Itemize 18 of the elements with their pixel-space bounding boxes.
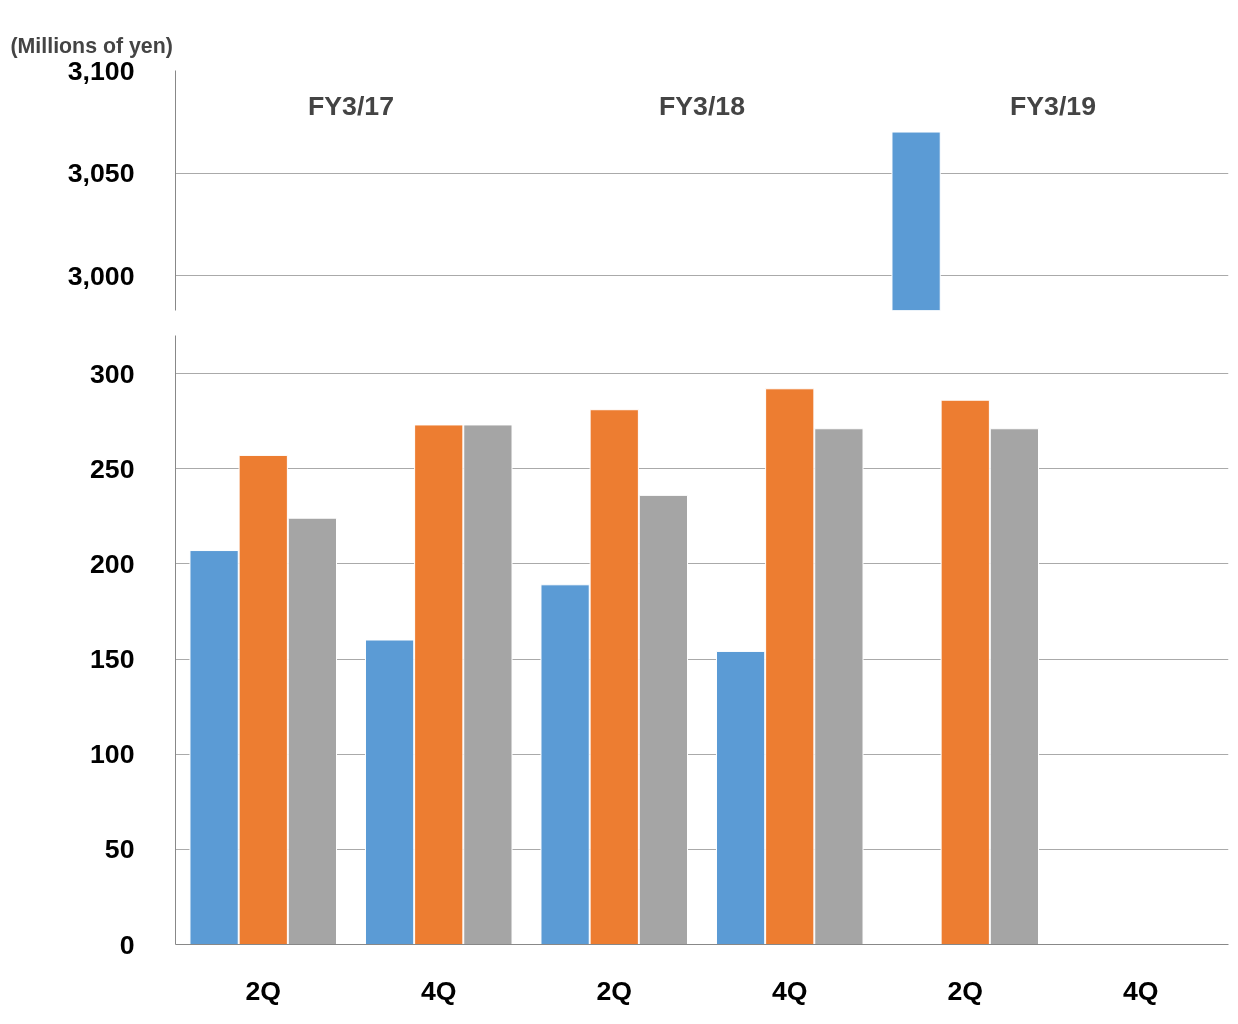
x-tick-label: 4Q: [1122, 975, 1159, 1006]
y-tick-label: 300: [90, 358, 135, 389]
y-tick-label: 3,000: [67, 260, 135, 291]
x-tick-label: 4Q: [771, 975, 808, 1006]
y-tick-label: 100: [90, 739, 135, 770]
x-tick-label: 2Q: [596, 975, 633, 1006]
x-tick-label: 2Q: [947, 975, 984, 1006]
y-tick-label: 250: [90, 453, 135, 484]
y-tick-label: 200: [90, 548, 135, 579]
y-tick-label: 50: [104, 834, 135, 865]
x-tick-label: 4Q: [420, 975, 457, 1006]
x-tick-label: 2Q: [245, 975, 282, 1006]
annotation: FY3/18: [659, 90, 745, 121]
y-tick-label: 3,050: [67, 158, 135, 189]
y-tick-label: 0: [119, 929, 135, 960]
y-tick-label: 150: [90, 644, 135, 675]
annotation: FY3/17: [308, 90, 394, 121]
annotation: FY3/19: [1010, 90, 1096, 121]
